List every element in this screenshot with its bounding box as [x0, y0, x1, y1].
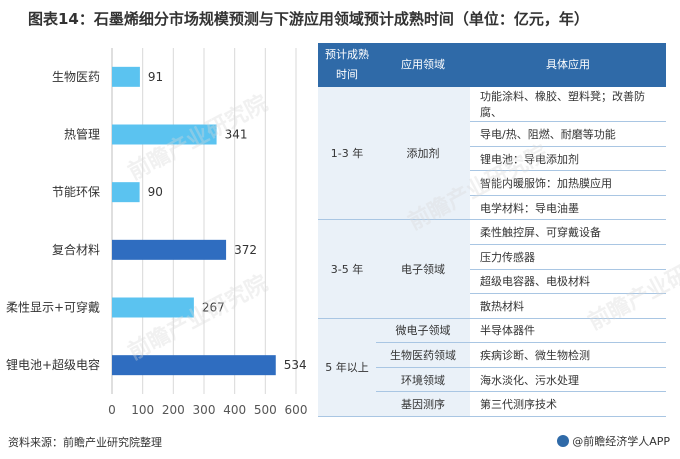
x-tick-label: 300: [193, 403, 216, 417]
data-label: 341: [225, 128, 248, 142]
application-cell: 功能涂料、橡胶、塑料凳；改善防腐、: [470, 87, 666, 123]
application-table: 预计成熟时间 应用领域 具体应用 1-3 年添加剂 功能涂料、橡胶、塑料凳；改善防…: [318, 43, 666, 418]
application-cell: 柔性触控屏、可穿戴设备: [470, 219, 666, 246]
time-cell: 1-3 年: [318, 87, 376, 221]
data-label: 91: [148, 70, 163, 84]
category-label: 热管理: [64, 127, 100, 142]
bar: [112, 239, 227, 260]
x-tick-label: 600: [285, 403, 308, 417]
table-row: 超级电容器、电极材料: [318, 269, 666, 295]
table-header-row: 预计成熟时间 应用领域 具体应用: [318, 43, 666, 87]
table-row: 压力传感器: [318, 244, 666, 270]
field-cell: 生物医药领域: [376, 342, 470, 368]
x-tick-label: 400: [223, 403, 246, 417]
application-cell: 第三代测序技术: [470, 391, 666, 417]
application-cell: 导电/热、阻燃、耐磨等功能: [470, 121, 666, 147]
application-cell: 半导体器件: [470, 318, 666, 344]
field-cell: 微电子领域: [376, 318, 470, 344]
table-row: 1-3 年添加剂 功能涂料、橡胶、塑料凳；改善防腐、: [318, 87, 666, 221]
application-cell: 智能内暖服饰：加热膜应用: [470, 170, 666, 196]
data-label: 267: [202, 301, 225, 315]
field-cell: 环境领域: [376, 367, 470, 393]
x-tick-label: 200: [162, 403, 185, 417]
page-title: 图表14：石墨烯细分市场规模预测与下游应用领域预计成熟时间（单位：亿元，年）: [28, 10, 589, 28]
time-cell: 5 年以上: [318, 318, 376, 418]
brand-logo-icon: [557, 435, 570, 447]
application-cell: 海水淡化、污水处理: [470, 367, 666, 393]
header-time: 预计成熟时间: [318, 43, 376, 87]
field-cell: 基因测序: [376, 391, 470, 417]
bar: [112, 297, 194, 318]
brand-credit: @前瞻经济学人APP: [557, 433, 670, 449]
data-label: 90: [148, 185, 163, 199]
x-tick-label: 100: [131, 403, 154, 417]
source-note: 资料来源：前瞻产业研究院整理: [8, 436, 162, 449]
application-cell: 电学材料：导电油墨: [470, 195, 666, 221]
table-row: 3-5 年电子领域 柔性触控屏、可穿戴设备: [318, 219, 666, 319]
data-label: 372: [234, 243, 257, 257]
header-field: 应用领域: [376, 43, 470, 87]
application-cell: 压力传感器: [470, 244, 666, 270]
table-row: 电学材料：导电油墨: [318, 195, 666, 221]
x-tick-label: 500: [254, 403, 277, 417]
table-row: 智能内暖服饰：加热膜应用: [318, 170, 666, 196]
category-label: 复合材料: [52, 242, 100, 257]
table-row: 散热材料: [318, 293, 666, 319]
x-tick-label: 0: [108, 403, 116, 417]
time-cell: 3-5 年: [318, 219, 376, 319]
field-cell: 电子领域: [376, 219, 470, 319]
bar-chart: 0 100 200 300 400 500 600 生物医药 91 热管理 341 节能环保 90 复合材…: [6, 48, 308, 417]
application-cell: 超级电容器、电极材料: [470, 269, 666, 295]
table-row: 锂电池：导电添加剂: [318, 146, 666, 172]
bar: [112, 355, 276, 376]
category-label: 节能环保: [52, 185, 100, 199]
category-label: 锂电池+超级电容: [6, 357, 100, 372]
header-application: 具体应用: [470, 43, 666, 87]
bar: [112, 124, 217, 145]
category-label: 生物医药: [52, 70, 100, 84]
table-row: 环境领域 海水淡化、污水处理: [318, 367, 666, 393]
application-cell: 疾病诊断、微生物检测: [470, 342, 666, 368]
data-label: 534: [284, 358, 307, 372]
table-row: 生物医药领域 疾病诊断、微生物检测: [318, 342, 666, 368]
table-row: 基因测序 第三代测序技术: [318, 391, 666, 417]
application-cell: 散热材料: [470, 293, 666, 319]
field-cell: 添加剂: [376, 87, 470, 221]
category-label: 柔性显示+可穿戴: [6, 300, 100, 315]
application-cell: 锂电池：导电添加剂: [470, 146, 666, 172]
bar: [112, 66, 140, 87]
table-row: 导电/热、阻燃、耐磨等功能: [318, 121, 666, 147]
bar: [112, 182, 140, 203]
brand-text: @前瞻经济学人APP: [572, 435, 670, 448]
table-row: 5 年以上 微电子领域 半导体器件: [318, 318, 666, 418]
